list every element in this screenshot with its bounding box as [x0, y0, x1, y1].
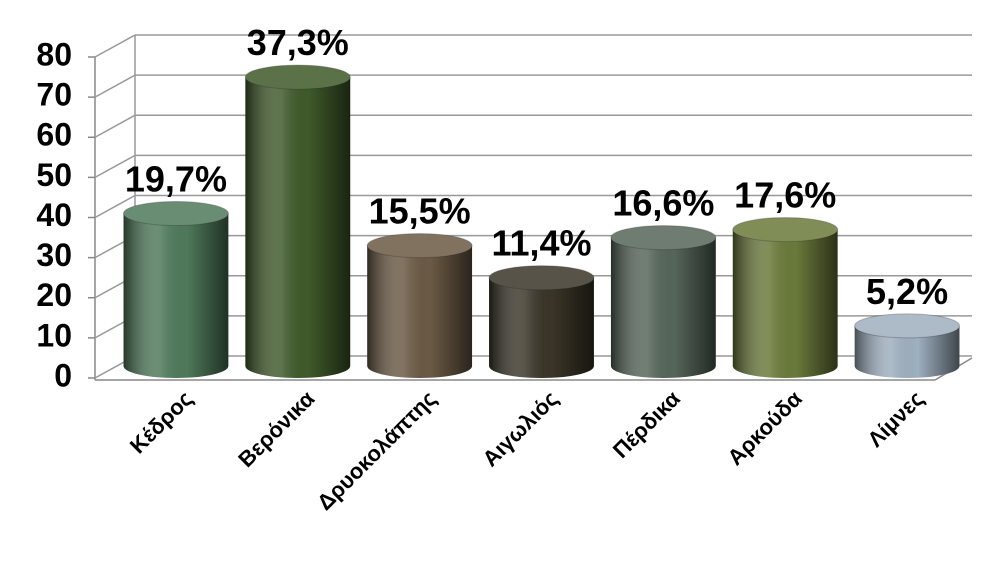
data-label: 11,4%: [491, 223, 591, 264]
bar-shade: [123, 213, 229, 378]
bar-top-shade: [489, 265, 594, 290]
bar-top: [732, 217, 839, 243]
bar: [244, 64, 351, 378]
y-tick-label: 10: [36, 317, 72, 353]
bar: [854, 313, 960, 378]
y-tick-label: 70: [36, 77, 72, 113]
bar: [366, 233, 473, 378]
x-tick-label: Αιγωλιός: [477, 386, 563, 472]
bar: [488, 265, 595, 378]
bar-shade: [489, 277, 594, 378]
data-label: 19,7%: [125, 159, 227, 200]
bar-top-shade: [854, 313, 960, 338]
bar: [610, 225, 717, 378]
bar-top-shade: [367, 233, 473, 258]
grid-line: [94, 114, 136, 138]
bar-top-shade: [610, 225, 716, 250]
y-tick-label: 20: [36, 277, 72, 313]
grid-line: [94, 154, 136, 179]
bar-top-shade: [245, 65, 351, 90]
x-tick-label: Αρκούδα: [722, 386, 807, 471]
bar-top: [244, 64, 351, 90]
bar-top-shade: [123, 201, 229, 226]
y-tick-label: 50: [36, 157, 72, 193]
bar-shade: [610, 237, 716, 378]
bar-shade: [732, 229, 838, 378]
bar-top: [610, 225, 717, 251]
bar-shade: [245, 77, 351, 378]
bar-shade: [854, 325, 960, 378]
y-tick-label: 80: [36, 36, 72, 72]
bar-shade: [367, 245, 473, 378]
data-label: 17,6%: [734, 175, 836, 216]
data-label: 16,6%: [612, 183, 714, 224]
x-tick-label: Βερόνικα: [233, 386, 319, 472]
grid-line: [94, 74, 136, 98]
bar-top: [123, 201, 229, 227]
bar: [123, 201, 229, 378]
y-tick-label: 60: [36, 117, 72, 153]
x-tick-label: Δρυοκολάπτης: [312, 386, 441, 515]
y-tick-label: 0: [54, 357, 72, 393]
bar-top: [366, 233, 473, 259]
grid-line: [94, 194, 136, 219]
bar-top-shade: [732, 217, 838, 242]
data-label: 37,3%: [247, 22, 349, 63]
bar: [732, 217, 839, 378]
data-label: 15,5%: [369, 191, 471, 232]
grid-line: [94, 34, 136, 58]
y-tick-label: 30: [36, 237, 72, 273]
data-label: 5,2%: [866, 271, 948, 312]
bar-top: [854, 313, 960, 339]
bar-top: [488, 265, 595, 291]
x-tick-label: Κέδρος: [125, 386, 198, 459]
x-tick-label: Λίμνες: [863, 386, 929, 452]
x-tick-label: Πέρδικα: [608, 386, 685, 463]
y-tick-label: 40: [36, 197, 72, 233]
